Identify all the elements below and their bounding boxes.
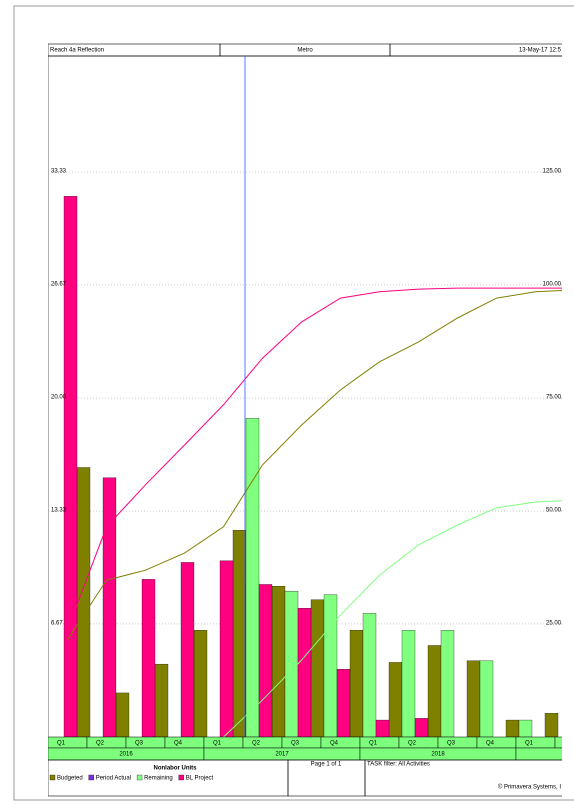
header-center: Metro xyxy=(297,48,313,54)
quarter-cell xyxy=(281,736,322,749)
quarter-cell xyxy=(48,736,88,749)
y2-tick-label: 100.00 xyxy=(543,282,562,288)
bar xyxy=(76,467,91,738)
bar xyxy=(154,663,169,738)
x-tick-label: Q3 xyxy=(291,741,300,747)
x-tick-label: Q1 xyxy=(525,741,534,747)
quarter-cell xyxy=(437,736,478,749)
plot xyxy=(48,171,562,738)
quarter-cell xyxy=(203,736,244,749)
legend-label: Remaining xyxy=(144,776,173,782)
legend-swatch xyxy=(178,774,184,781)
bar xyxy=(115,692,130,738)
y2-tick-label: 125.00 xyxy=(543,169,562,175)
legend-label: Period Actual xyxy=(96,776,131,782)
x-tick-label: Q4 xyxy=(174,741,183,747)
bar xyxy=(284,591,299,738)
legend-label: Budgeted xyxy=(57,776,83,782)
axes: 6.67 13.33 20.00 26.67 33.33 25.00 50.00 75.00 1… xyxy=(48,169,562,761)
bar xyxy=(63,196,78,738)
bar xyxy=(362,613,377,738)
bar xyxy=(310,599,325,738)
sheet: Reach 4a Reflection Metro 13-May-17 12:5… xyxy=(48,43,562,797)
bar xyxy=(544,713,559,738)
bar xyxy=(505,719,520,738)
bar xyxy=(245,418,260,738)
filter-label: TASK filter: All Activities xyxy=(367,762,430,768)
bar xyxy=(336,669,351,738)
header-right: 13-May-17 12:5 xyxy=(519,48,562,54)
y2-tick-label: 75.00 xyxy=(546,395,562,401)
legend-label: BL Project xyxy=(186,776,214,782)
x-tick-label: Q2 xyxy=(96,741,105,747)
bar xyxy=(193,630,208,738)
x-tick-label: Q1 xyxy=(369,741,378,747)
quarter-cell xyxy=(476,736,517,749)
bar xyxy=(323,594,338,738)
y2-tick-label: 25.00 xyxy=(546,621,562,627)
y-tick-label: 26.67 xyxy=(51,282,67,288)
year-cell xyxy=(515,747,562,761)
cumulative-line xyxy=(67,290,562,641)
year-label: 2018 xyxy=(431,752,445,758)
y-tick-label: 13.33 xyxy=(51,508,67,514)
bar xyxy=(180,562,195,738)
quarter-cell xyxy=(242,736,283,749)
y2-tick-label: 50.00 xyxy=(546,508,562,514)
bar xyxy=(102,477,117,738)
bar xyxy=(479,660,494,738)
cumulative-line xyxy=(223,500,562,738)
quarter-cell xyxy=(125,736,166,749)
bar xyxy=(258,584,273,738)
legend-swatch xyxy=(136,774,143,781)
footer-cell xyxy=(364,759,562,797)
bar xyxy=(141,579,156,738)
x-tick-label: Q1 xyxy=(57,741,66,747)
quarter-cell xyxy=(164,736,205,749)
y-tick-label: 33.33 xyxy=(51,169,67,175)
x-tick-label: Q2 xyxy=(252,741,261,747)
quarter-cell xyxy=(359,736,400,749)
quarter-cell xyxy=(515,736,556,749)
legend-swatch xyxy=(88,774,94,781)
y-tick-label: 20.00 xyxy=(51,395,67,401)
header-left: Reach 4a Reflection xyxy=(50,48,104,54)
bar xyxy=(401,630,416,738)
cumulative-line xyxy=(67,287,562,631)
bar xyxy=(427,645,442,738)
legend: Budgeted Period Actual Remaining BL Project xyxy=(49,774,214,782)
quarter-cell xyxy=(398,736,439,749)
bar xyxy=(349,630,364,738)
page-label: Page 1 of 1 xyxy=(311,762,342,768)
bar xyxy=(232,530,247,738)
y-tick-label: 6.67 xyxy=(51,621,63,627)
year-label: 2017 xyxy=(275,752,289,758)
bar xyxy=(375,719,390,738)
x-tick-label: Q1 xyxy=(213,741,222,747)
x-tick-label: Q3 xyxy=(135,741,144,747)
quarter-cell xyxy=(554,736,562,749)
bar xyxy=(297,608,312,738)
bar xyxy=(466,660,481,738)
bar xyxy=(440,630,455,738)
bar xyxy=(388,662,403,738)
units-label: Nonlabor Units xyxy=(154,766,198,772)
x-tick-label: Q4 xyxy=(486,741,495,747)
bar xyxy=(414,718,429,738)
x-tick-label: Q3 xyxy=(447,741,456,747)
quarter-cell xyxy=(320,736,361,749)
legend-swatch xyxy=(49,774,56,781)
bar xyxy=(518,719,533,738)
quarter-cell xyxy=(86,736,127,749)
x-tick-label: Q4 xyxy=(330,741,339,747)
bar xyxy=(219,560,234,738)
year-label: 2016 xyxy=(119,752,133,758)
bar xyxy=(271,585,286,738)
copyright: © Primavera Systems, I xyxy=(498,784,561,791)
x-tick-label: Q2 xyxy=(408,741,417,747)
